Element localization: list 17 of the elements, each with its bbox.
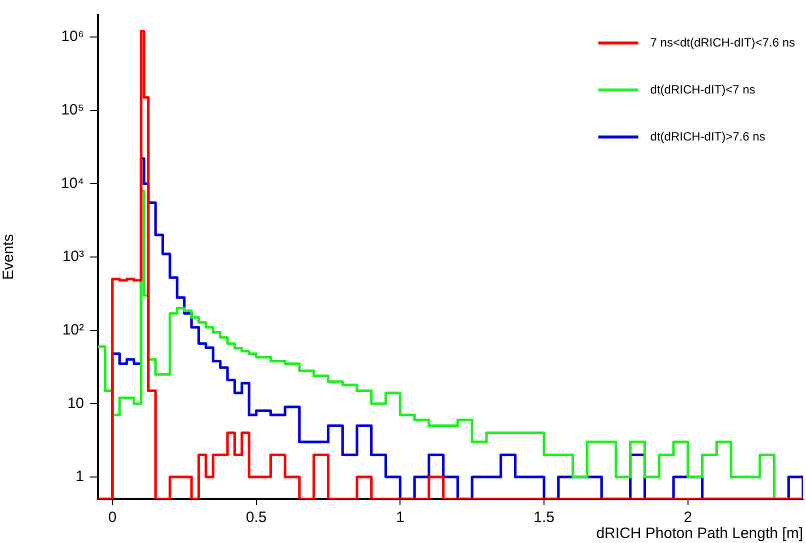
y-tick-label: 10² (62, 321, 84, 338)
x-tick-label: 0.5 (246, 509, 267, 526)
y-tick-label: 10⁶ (61, 28, 84, 46)
y-axis-title: Events (0, 234, 18, 280)
y-tick-label: 1 (76, 468, 84, 486)
x-tick-label: 1.5 (534, 509, 554, 526)
x-tick-label: 1 (396, 509, 404, 526)
y-tick-label: 10⁴ (60, 174, 84, 192)
y-tick-label: 10⁵ (61, 102, 84, 119)
x-tick-label: 2 (684, 509, 692, 526)
x-axis-title: dRICH Photon Path Length [m] (596, 525, 803, 542)
legend-label: dt(dRICH-dIT)>7.6 ns (650, 129, 766, 144)
y-tick-label: 10³ (62, 248, 84, 266)
legend-label: dt(dRICH-dIT)<7 ns (650, 82, 756, 96)
x-tick-label: 0 (108, 509, 117, 526)
y-tick-label: 10 (67, 394, 84, 412)
legend-label: 7 ns<dt(dRICH-dIT)<7.6 ns (650, 35, 796, 50)
